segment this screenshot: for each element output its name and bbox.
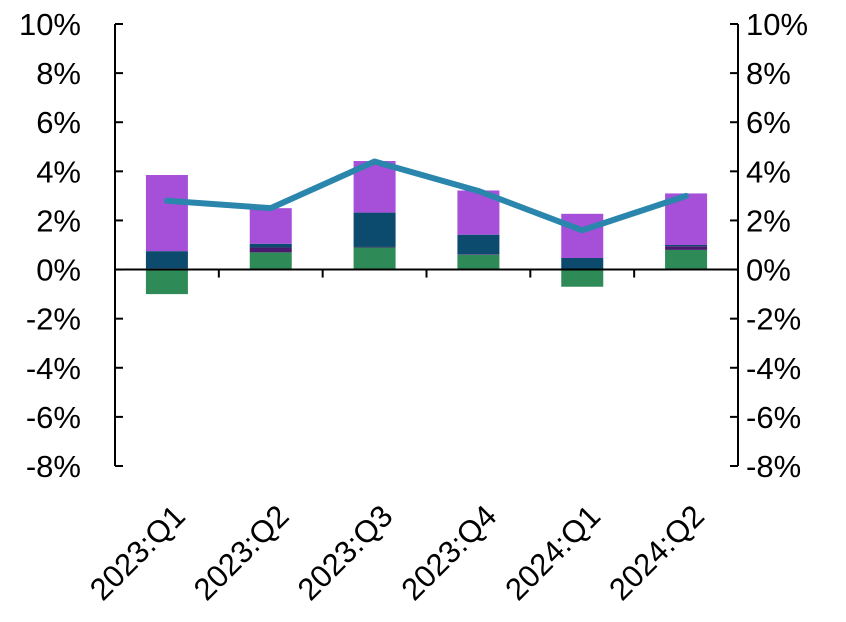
bar-segment-3-5 [561, 258, 604, 270]
line-series [163, 158, 690, 234]
labels-layer: 10% 10% 8% 8% 6% 6% 4% 4% 2% 2% 0% 0% -2% -2% -4% -4% -6… [19, 7, 808, 607]
y-tick-label-left: 0% [36, 253, 81, 288]
y-tick-label-left: 8% [36, 56, 81, 91]
line-layer [163, 158, 690, 234]
bar-segment-2-3 [353, 246, 396, 248]
y-tick-label-left: -4% [26, 351, 81, 386]
y-tick-label-right: -8% [746, 449, 801, 484]
bar-segment-3-2 [249, 243, 292, 248]
bar-segment-4-2 [249, 208, 292, 244]
y-tick-label-right: -6% [746, 400, 801, 435]
bar-segment-2-6 [665, 246, 708, 250]
y-tick-label-right: 2% [746, 203, 791, 238]
bar-segment-1-5 [561, 269, 604, 287]
bar-segment-2-4 [457, 254, 500, 255]
y-tick-label-left: 6% [36, 105, 81, 140]
bar-segment-3-6 [665, 245, 708, 247]
y-tick-label-right: -2% [746, 302, 801, 337]
y-tick-label-left: -2% [26, 302, 81, 337]
y-tick-label-right: 0% [746, 253, 791, 288]
bar-segment-3-3 [353, 212, 396, 247]
y-tick-label-left: 10% [19, 7, 81, 42]
y-tick-label-right: 8% [746, 56, 791, 91]
x-category-label: 2024:Q2 [602, 498, 711, 607]
bar-segment-1-6 [665, 249, 708, 270]
axes-layer [114, 23, 739, 467]
bar-segment-1-4 [457, 254, 500, 270]
x-category-label: 2023:Q3 [291, 498, 400, 607]
bar-segment-4-1 [145, 175, 188, 252]
bar-segment-1-1 [145, 269, 188, 295]
x-category-label: 2024:Q1 [498, 498, 607, 607]
y-tick-label-right: 4% [746, 154, 791, 189]
x-category-label: 2023:Q1 [83, 498, 192, 607]
y-tick-label-right: 10% [746, 7, 808, 42]
y-tick-label-right: 6% [746, 105, 791, 140]
bar-segment-3-1 [145, 251, 188, 269]
y-tick-label-left: 2% [36, 203, 81, 238]
x-category-label: 2023:Q2 [187, 498, 296, 607]
bar-segment-1-2 [249, 252, 292, 270]
bar-segment-1-3 [353, 247, 396, 270]
bar-segment-2-2 [249, 247, 292, 253]
bar-segment-3-4 [457, 234, 500, 255]
x-category-label: 2023:Q4 [395, 498, 504, 607]
y-tick-label-left: 4% [36, 154, 81, 189]
y-tick-label-left: -6% [26, 400, 81, 435]
y-tick-label-right: -4% [746, 351, 801, 386]
bar-segment-4-5 [561, 213, 604, 259]
y-tick-label-left: -8% [26, 449, 81, 484]
bars-layer [145, 161, 708, 295]
